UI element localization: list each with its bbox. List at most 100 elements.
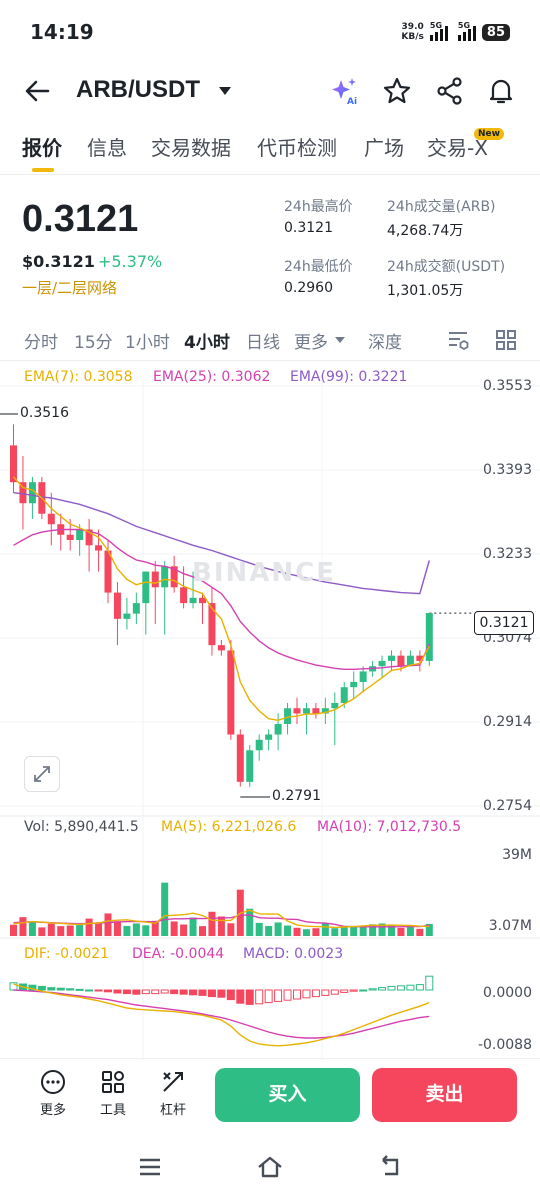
ema7-legend: EMA(7): 0.3058	[24, 369, 133, 385]
status-bar: 14:19 39.0 KB/s 5G 5G 85	[0, 0, 540, 64]
interval-depth[interactable]: 深度	[368, 333, 402, 353]
low-value: 0.2960	[284, 280, 333, 296]
kline-chart[interactable]	[0, 360, 540, 1060]
candle-body	[199, 597, 206, 604]
tab-trade-data[interactable]: 交易数据	[151, 136, 231, 160]
volume-bar	[28, 921, 36, 936]
pair-title[interactable]: ARB/USDT	[76, 76, 200, 103]
more-button[interactable]: 更多	[28, 1069, 78, 1118]
volume-bar	[104, 913, 112, 936]
ma5-legend: MA(5): 6,221,026.6	[161, 819, 297, 835]
price-change: +5.37%	[98, 252, 163, 271]
candle-body	[217, 645, 225, 651]
macd-bar	[293, 989, 301, 1000]
interval-15m[interactable]: 15分	[74, 333, 113, 353]
macd-legend: MACD: 0.0023	[243, 946, 344, 962]
candle-body	[85, 529, 93, 546]
volume-bar	[274, 922, 282, 936]
back-icon[interactable]	[22, 76, 54, 106]
volume-bar	[284, 925, 292, 936]
tools-button[interactable]: 工具	[88, 1069, 138, 1118]
candle-body	[340, 687, 348, 703]
tab-info[interactable]: 信息	[87, 136, 127, 160]
caret-down-icon[interactable]	[334, 336, 346, 344]
amount-value: 1,301.05万	[387, 283, 464, 299]
menu-icon[interactable]	[137, 1154, 163, 1180]
buy-button[interactable]: 买入	[215, 1068, 360, 1122]
bell-icon[interactable]	[486, 76, 516, 106]
volume-bar	[123, 925, 131, 936]
divider	[0, 360, 540, 361]
candle-body	[406, 655, 414, 667]
status-time: 14:19	[30, 20, 94, 44]
candle-body	[425, 613, 433, 661]
macd-axis-label: -0.0088	[477, 1037, 532, 1053]
active-tab-indicator	[32, 168, 54, 172]
interval-1d[interactable]: 日线	[246, 333, 280, 353]
signal-icon: 5G	[429, 21, 448, 41]
expand-chart-button[interactable]	[24, 756, 60, 792]
bottom-action-bar: 更多 工具 杠杆 买入 卖出	[0, 1058, 540, 1134]
volume-bar	[255, 922, 263, 936]
macd-bar	[321, 989, 330, 996]
more-icon	[41, 1070, 65, 1094]
home-icon[interactable]	[257, 1154, 283, 1180]
caret-down-icon[interactable]	[218, 86, 232, 96]
macd-bar	[170, 989, 179, 995]
ema7-line	[12, 476, 430, 722]
indicator-settings-icon[interactable]	[446, 328, 470, 352]
macd-bar	[9, 982, 18, 991]
volume-bar	[312, 928, 320, 936]
tab-trade-x[interactable]: 交易-X	[427, 136, 488, 160]
macd-bar	[236, 989, 245, 1004]
volume-bar	[85, 918, 93, 936]
volume-bar	[321, 923, 329, 936]
candle-body	[170, 566, 178, 588]
volume-bar	[388, 924, 395, 936]
volume-bar	[76, 923, 84, 936]
tab-square[interactable]: 广场	[364, 136, 404, 160]
macd-bar	[85, 989, 94, 992]
candle-body	[113, 592, 121, 619]
candle-body	[302, 708, 310, 714]
network-tag[interactable]: 一层/二层网络	[22, 279, 118, 297]
macd-bar	[104, 989, 112, 993]
macd-bar	[56, 987, 65, 991]
high-marker-label: 0.3516	[20, 405, 69, 421]
candle-body	[236, 734, 244, 782]
macd-bar	[113, 989, 122, 994]
sell-button[interactable]: 卖出	[372, 1068, 517, 1122]
candle-body	[28, 482, 36, 504]
leverage-button[interactable]: 杠杆	[148, 1069, 198, 1118]
macd-bar	[378, 987, 387, 991]
volume-legend: Vol: 5,890,441.5	[24, 819, 139, 835]
interval-4h[interactable]: 4小时	[184, 333, 230, 353]
macd-bar	[94, 989, 103, 992]
candle-body	[331, 702, 339, 709]
status-indicators: 39.0 KB/s 5G 5G 85	[401, 21, 510, 42]
macd-bar	[132, 989, 141, 995]
interval-more[interactable]: 更多	[294, 333, 328, 353]
macd-bar	[264, 989, 273, 1004]
volume-bar	[246, 908, 254, 936]
ema25-legend: EMA(25): 0.3062	[153, 369, 271, 385]
volume-bar	[208, 911, 216, 936]
macd-bar	[37, 985, 46, 991]
tab-quote[interactable]: 报价	[22, 136, 62, 160]
candle-body	[66, 534, 74, 541]
macd-bar	[349, 989, 358, 992]
candle-body	[47, 513, 55, 525]
system-back-icon[interactable]	[377, 1154, 403, 1180]
share-icon[interactable]	[435, 76, 465, 106]
ai-icon[interactable]: Ai	[330, 76, 360, 106]
layout-grid-icon[interactable]	[494, 328, 518, 352]
interval-1h[interactable]: 1小时	[125, 333, 170, 353]
tab-token-check[interactable]: 代币检测	[257, 136, 337, 160]
candle-body	[246, 750, 254, 782]
volume-bar	[199, 926, 206, 936]
macd-bar	[340, 989, 349, 993]
volume-bar	[95, 922, 103, 936]
interval-time[interactable]: 分时	[24, 333, 58, 353]
macd-bar	[151, 989, 160, 995]
star-icon[interactable]	[382, 76, 412, 106]
